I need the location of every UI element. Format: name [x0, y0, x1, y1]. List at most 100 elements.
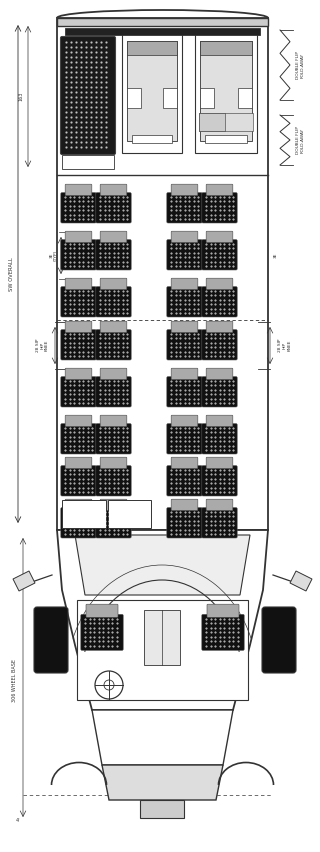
FancyBboxPatch shape: [61, 239, 96, 270]
FancyBboxPatch shape: [171, 231, 198, 243]
FancyBboxPatch shape: [61, 377, 96, 407]
FancyBboxPatch shape: [206, 368, 233, 380]
FancyBboxPatch shape: [65, 368, 92, 380]
Text: DOUBLE FLIP
FOLD-AWAY: DOUBLE FLIP FOLD-AWAY: [296, 126, 305, 154]
FancyBboxPatch shape: [100, 184, 127, 196]
FancyBboxPatch shape: [206, 231, 233, 243]
Bar: [140, 800, 184, 818]
FancyBboxPatch shape: [206, 321, 233, 332]
Polygon shape: [102, 765, 223, 800]
FancyBboxPatch shape: [100, 231, 127, 243]
Bar: [108, 500, 151, 528]
Text: 4': 4': [16, 818, 20, 822]
FancyBboxPatch shape: [96, 239, 131, 270]
FancyBboxPatch shape: [202, 193, 237, 223]
FancyBboxPatch shape: [61, 286, 96, 317]
FancyBboxPatch shape: [81, 614, 123, 650]
FancyBboxPatch shape: [61, 423, 96, 454]
Bar: [127, 41, 177, 55]
Bar: [62, 500, 106, 528]
FancyBboxPatch shape: [96, 377, 131, 407]
FancyBboxPatch shape: [96, 423, 131, 454]
FancyBboxPatch shape: [167, 330, 202, 360]
Bar: [195, 33, 257, 153]
Bar: [77, 600, 248, 700]
Bar: [57, 18, 268, 530]
FancyBboxPatch shape: [202, 465, 237, 496]
FancyBboxPatch shape: [202, 508, 237, 538]
Bar: [238, 88, 252, 108]
FancyBboxPatch shape: [167, 508, 202, 538]
FancyBboxPatch shape: [61, 508, 96, 538]
FancyBboxPatch shape: [202, 286, 237, 317]
FancyBboxPatch shape: [167, 377, 202, 407]
FancyBboxPatch shape: [171, 458, 198, 469]
FancyBboxPatch shape: [171, 184, 198, 196]
FancyBboxPatch shape: [206, 184, 233, 196]
FancyBboxPatch shape: [206, 499, 233, 510]
FancyBboxPatch shape: [61, 193, 96, 223]
FancyBboxPatch shape: [100, 368, 127, 380]
FancyBboxPatch shape: [171, 279, 198, 290]
Circle shape: [95, 671, 123, 699]
FancyBboxPatch shape: [100, 458, 127, 469]
FancyBboxPatch shape: [100, 279, 127, 290]
Bar: [199, 113, 225, 131]
Polygon shape: [75, 535, 250, 595]
FancyBboxPatch shape: [202, 330, 237, 360]
FancyBboxPatch shape: [207, 604, 239, 618]
Text: DOUBLE FLIP
FOLD-AWAY: DOUBLE FLIP FOLD-AWAY: [296, 51, 305, 79]
Polygon shape: [290, 571, 312, 591]
FancyBboxPatch shape: [167, 239, 202, 270]
FancyBboxPatch shape: [65, 415, 92, 427]
FancyBboxPatch shape: [60, 37, 116, 154]
FancyBboxPatch shape: [206, 458, 233, 469]
FancyBboxPatch shape: [171, 499, 198, 510]
Text: 28 SIP
HIP
KNEE: 28 SIP HIP KNEE: [36, 339, 49, 352]
Bar: [132, 135, 172, 143]
Bar: [200, 41, 252, 55]
Bar: [199, 113, 253, 131]
FancyBboxPatch shape: [100, 499, 127, 510]
Polygon shape: [13, 571, 35, 591]
FancyBboxPatch shape: [202, 377, 237, 407]
FancyBboxPatch shape: [167, 465, 202, 496]
FancyBboxPatch shape: [65, 499, 92, 510]
FancyBboxPatch shape: [65, 321, 92, 332]
Text: SW OVERALL: SW OVERALL: [9, 257, 14, 291]
FancyBboxPatch shape: [262, 607, 296, 673]
Bar: [200, 88, 214, 108]
FancyBboxPatch shape: [171, 321, 198, 332]
Bar: [205, 135, 247, 143]
FancyBboxPatch shape: [65, 458, 92, 469]
Polygon shape: [57, 530, 268, 710]
FancyBboxPatch shape: [167, 423, 202, 454]
FancyBboxPatch shape: [96, 508, 131, 538]
Circle shape: [104, 680, 114, 690]
Bar: [57, 18, 268, 26]
FancyBboxPatch shape: [206, 279, 233, 290]
FancyBboxPatch shape: [171, 368, 198, 380]
FancyBboxPatch shape: [86, 604, 118, 618]
FancyBboxPatch shape: [65, 184, 92, 196]
Polygon shape: [92, 710, 233, 765]
Bar: [62, 155, 114, 169]
Text: 3E: 3E: [274, 253, 278, 258]
FancyBboxPatch shape: [96, 286, 131, 317]
FancyBboxPatch shape: [202, 239, 237, 270]
FancyBboxPatch shape: [96, 193, 131, 223]
Bar: [122, 33, 182, 153]
FancyBboxPatch shape: [61, 330, 96, 360]
Text: 28 SIP
HIP
KNEE: 28 SIP HIP KNEE: [278, 339, 291, 352]
FancyBboxPatch shape: [171, 415, 198, 427]
FancyBboxPatch shape: [100, 415, 127, 427]
Text: 3E
(TYP): 3E (TYP): [49, 250, 58, 261]
FancyBboxPatch shape: [65, 279, 92, 290]
FancyBboxPatch shape: [61, 465, 96, 496]
Text: 163: 163: [18, 92, 23, 101]
FancyBboxPatch shape: [65, 231, 92, 243]
FancyBboxPatch shape: [96, 465, 131, 496]
FancyBboxPatch shape: [206, 415, 233, 427]
Bar: [127, 88, 141, 108]
Bar: [127, 41, 177, 141]
